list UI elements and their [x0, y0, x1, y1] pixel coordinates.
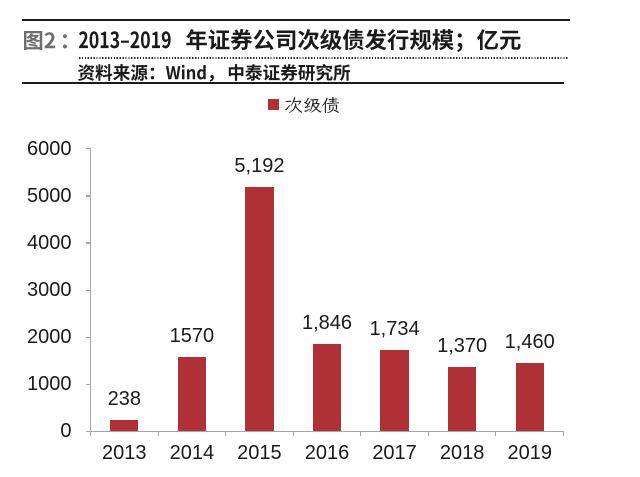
x-axis-label-2014: 2014	[169, 442, 215, 465]
x-axis-tick	[427, 431, 429, 437]
x-axis-label-2013: 2013	[102, 442, 147, 465]
data-label-2016: 1,846	[301, 312, 353, 335]
top-rule	[22, 19, 570, 22]
data-label-2018: 1,370	[437, 334, 488, 357]
y-axis-label: 3000	[27, 279, 72, 302]
y-axis-label: 4000	[27, 232, 72, 255]
y-axis-label: 0	[60, 420, 72, 443]
data-label-2013: 238	[107, 388, 141, 411]
y-axis-tick	[85, 336, 91, 338]
data-label-2014: 1570	[169, 325, 215, 348]
bar-2014	[177, 357, 206, 432]
x-axis-line	[90, 430, 565, 432]
bar-2013	[110, 420, 139, 432]
y-axis-label: 2000	[27, 326, 72, 349]
y-axis-tick	[85, 430, 91, 432]
y-axis-label: 1000	[27, 373, 72, 396]
bar-2016	[312, 344, 342, 432]
x-axis-label-2016: 2016	[304, 442, 350, 465]
data-label-2019: 1,460	[504, 330, 555, 353]
x-axis-tick	[360, 431, 362, 437]
x-axis-tick	[292, 431, 294, 437]
figure-title	[79, 29, 521, 53]
bar-2017	[380, 349, 409, 432]
y-axis-tick	[85, 195, 91, 197]
y-axis-line	[90, 148, 92, 433]
y-axis-label: 5000	[27, 184, 72, 207]
bar-2018	[448, 366, 477, 432]
legend-swatch	[268, 98, 279, 110]
y-axis-tick	[85, 242, 91, 244]
x-axis-tick	[157, 431, 159, 437]
y-axis-tick	[85, 148, 91, 150]
x-axis-label-2017: 2017	[372, 442, 417, 465]
x-axis-label-2019: 2019	[507, 442, 552, 465]
bar-2019	[515, 362, 544, 432]
data-label-2017: 1,734	[369, 317, 420, 340]
figure-label	[24, 31, 68, 51]
title-divider-dotted	[79, 57, 568, 60]
source-note	[77, 64, 350, 83]
x-axis-tick	[562, 431, 565, 437]
x-axis-label-2018: 2018	[439, 442, 485, 465]
x-axis-tick	[89, 431, 92, 437]
bar-2015	[245, 186, 274, 432]
x-axis-tick	[225, 431, 227, 437]
x-axis-tick	[495, 431, 497, 437]
bottom-rule	[22, 81, 564, 84]
y-axis-label: 6000	[27, 137, 72, 160]
data-label-2015: 5,192	[234, 154, 285, 177]
legend-label	[284, 96, 339, 113]
x-axis-label-2015: 2015	[237, 442, 282, 465]
y-axis-tick	[85, 383, 91, 385]
y-axis-tick	[85, 289, 91, 291]
